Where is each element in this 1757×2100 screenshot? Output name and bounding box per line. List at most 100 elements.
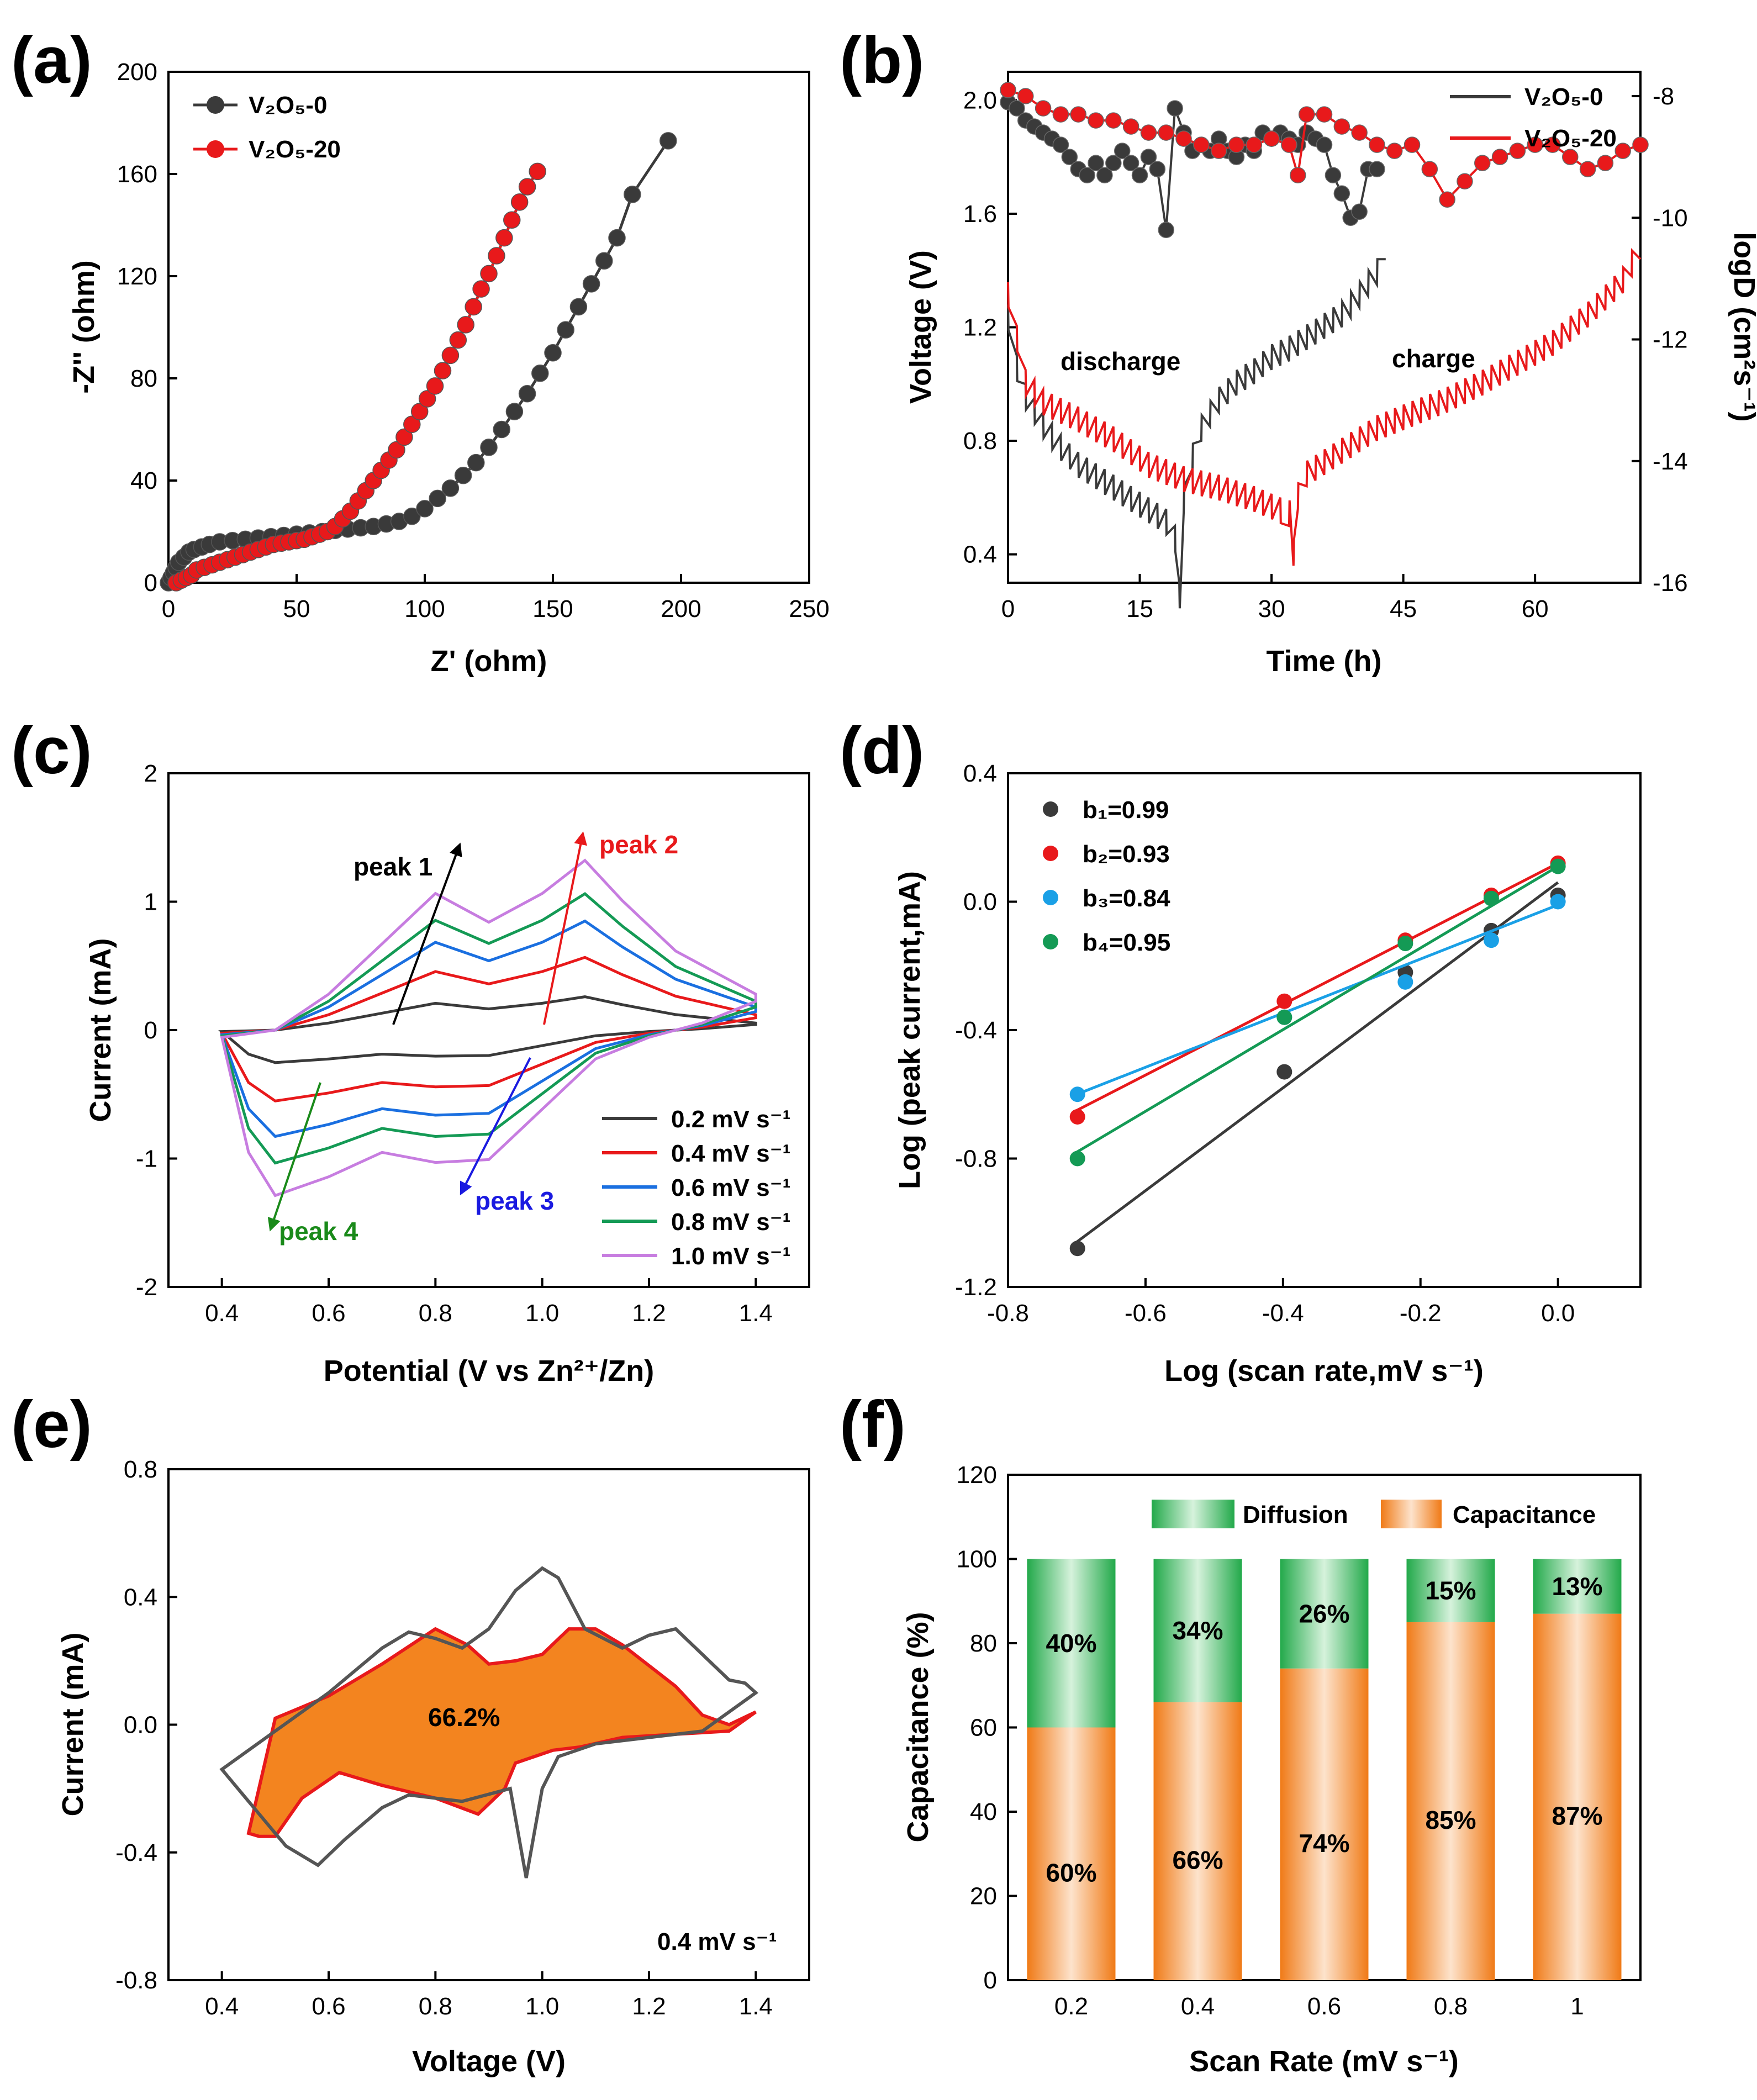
x-tick-label: 0.6 [1307,1993,1341,2020]
y-tick-label: 0.4 [963,541,997,568]
bar-label-capacitance-0.6: 74% [1299,1829,1349,1858]
data-point-V2O5-20 [480,265,498,283]
data-point-V2O5-20 [403,415,421,433]
data-point-V2O5-0 [441,479,460,497]
y-tick-label: 120 [117,263,157,290]
data-point-b4=0.95 [1397,936,1413,952]
logd-point-V2O5-20 [1140,124,1157,141]
bar-label-capacitance-0.4: 66% [1172,1845,1223,1874]
x-tick-label: 200 [661,595,701,622]
peak-1-arrow [392,842,462,1025]
bar-capacitance-1 [1533,1613,1622,1980]
logd-point-V2O5-20 [1614,143,1631,159]
scan-rate-label: 0.4 mV s⁻¹ [657,1928,777,1955]
panel-label-a: (a) [11,23,92,97]
bar-label-diffusion-0.2: 40% [1046,1629,1096,1658]
logd-point-V2O5-20 [1316,106,1333,123]
y-axis-label: Voltage (V) [904,250,937,404]
y-tick-label: 20 [970,1883,997,1910]
fit-line-b2=0.93 [1076,862,1559,1112]
logd-point-V2O5-20 [1105,112,1122,129]
plot-frame [167,71,810,584]
data-point-V2O5-0 [518,385,536,403]
logd-point-V2O5-20 [1210,143,1227,159]
data-point-V2O5-0 [659,132,677,150]
x-tick-label: 1 [1570,1993,1584,2020]
legend-label-v2o5-20: V₂O₅-20 [249,136,341,163]
panel-label-f: (f) [840,1387,906,1461]
legend-marker-b4=0.95 [1043,934,1058,949]
bar-label-capacitance-1: 87% [1552,1801,1602,1830]
cv-curve-0.8 [220,892,757,1165]
peak-2-arrow [543,831,587,1025]
y-tick-label: -1 [136,1146,157,1173]
data-point-V2O5-20 [529,162,546,181]
cv-curve-0.6 [220,919,757,1138]
data-point-V2O5-20 [518,178,536,196]
logd-point-V2O5-20 [1052,106,1069,123]
y-tick-label: 0 [984,1967,997,1994]
x-tick-label: 0.0 [1541,1300,1575,1327]
y-tick-label: 0.0 [963,889,997,916]
x-tick-label: 150 [532,595,573,622]
annotation-charge: charge [1392,344,1475,373]
fit-line-b1=0.99 [1075,881,1559,1243]
y-tick-label: 0.8 [124,1456,157,1483]
logd-point-V2O5-0 [1158,221,1174,239]
legend-label-0.8: 0.8 mV s⁻¹ [671,1209,790,1236]
bar-diffusion-0.6 [1280,1559,1369,1669]
data-point-V2O5-0 [467,453,485,472]
y-tick-label: 160 [117,161,157,188]
data-point-V2O5-0 [505,403,524,420]
data-point-b2=0.93 [1276,993,1292,1009]
y2-axis-label: logD (cm²s⁻¹) [1728,232,1757,422]
voltage-line-V2O5-0 [1007,258,1386,609]
legend-label-b3=0.84: b₃=0.84 [1083,885,1170,912]
logd-point-V2O5-0 [1140,149,1157,165]
logd-point-V2O5-0 [1167,100,1183,117]
data-point-V2O5-0 [454,467,472,484]
x-tick-label: 0 [162,595,175,622]
bar-label-diffusion-0.8: 15% [1425,1576,1476,1605]
logd-point-V2O5-20 [1281,136,1297,153]
y-tick-label: 80 [970,1630,997,1657]
annotation-discharge: discharge [1060,347,1180,376]
x-tick-label: 1.4 [739,1993,773,2020]
bar-label-capacitance-0.8: 85% [1425,1806,1476,1834]
legend-label-b2=0.93: b₂=0.93 [1083,841,1170,868]
data-point-V2O5-20 [388,441,405,459]
legend-label-1: 1.0 mV s⁻¹ [671,1243,790,1270]
y-tick-label: 2 [144,760,157,787]
y2-tick-label: -10 [1653,204,1688,231]
y-axis-label: Log (peak current,mA) [893,871,926,1189]
data-point-V2O5-0 [544,344,562,362]
logd-point-V2O5-20 [1017,88,1034,104]
legend: V₂O₅-0 V₂O₅-20 [193,92,341,163]
legend-label-b4=0.95: b₄=0.95 [1083,929,1170,956]
data-point-V2O5-20 [449,331,467,349]
x-tick-label: 0.6 [312,1300,345,1327]
x-tick-label: 100 [404,595,445,622]
data-point-V2O5-20 [418,390,436,408]
y-tick-label: 0.0 [124,1712,157,1739]
x-axis-label: Time (h) [1266,645,1381,678]
x-axis-label: Voltage (V) [412,2045,566,2078]
y2-tick-label: -8 [1653,83,1674,110]
x-tick-label: 15 [1126,595,1153,622]
legend-label-capacitance: Capacitance [1453,1501,1596,1528]
data-point-V2O5-0 [624,186,641,203]
y-tick-label: 2.0 [963,87,997,114]
logd-point-V2O5-0 [1325,167,1342,183]
x-tick-label: 0.8 [419,1300,452,1327]
x-tick-label: 1.0 [525,1300,559,1327]
y-axis-label: Capacitance (%) [901,1612,935,1842]
legend-swatch-capacitance [1381,1500,1442,1528]
logd-point-V2O5-20 [1597,155,1614,171]
legend-label-0.2: 0.2 mV s⁻¹ [671,1106,790,1133]
logd-point-V2O5-20 [1386,143,1403,159]
logd-point-V2O5-20 [1509,143,1526,159]
bar-capacitance-0.8 [1406,1622,1495,1980]
total-cv-curve [219,1566,759,1879]
logd-point-V2O5-0 [1009,100,1025,117]
